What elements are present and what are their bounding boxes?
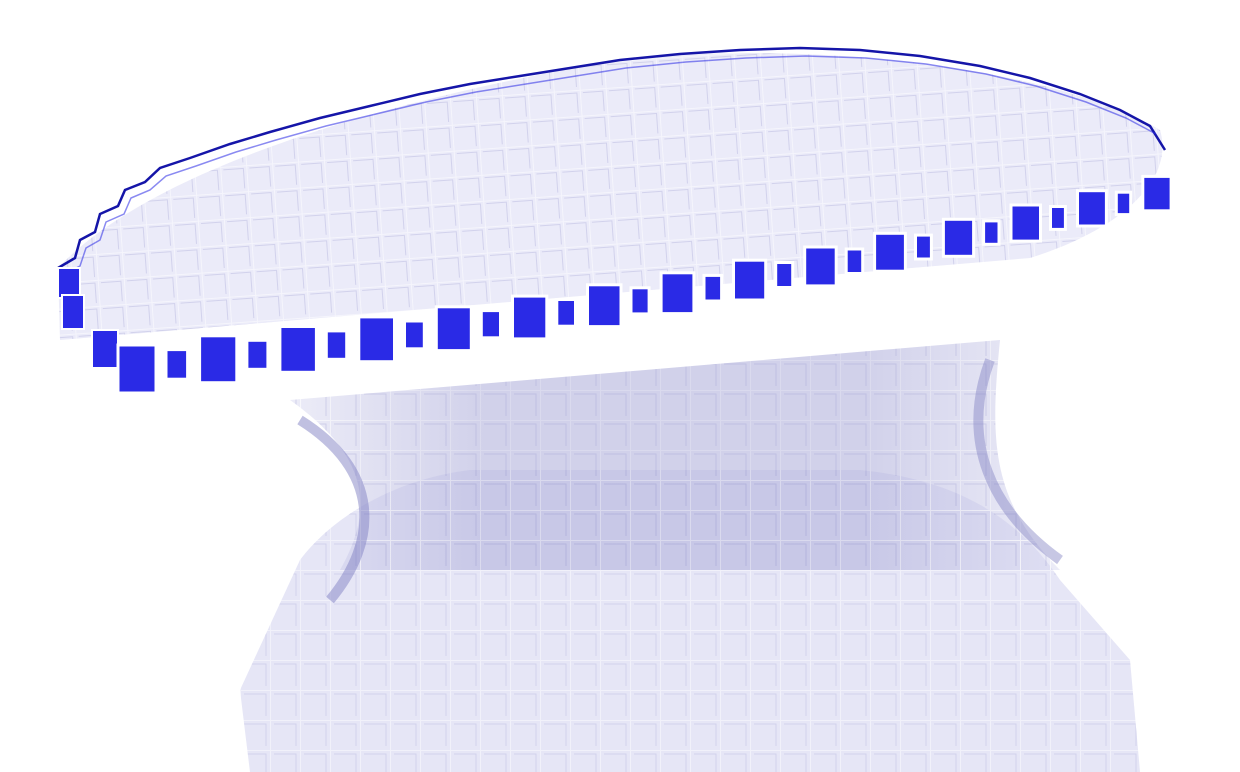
rim-voxel bbox=[774, 261, 795, 289]
rim-voxel bbox=[479, 309, 502, 340]
rim-voxel bbox=[91, 329, 119, 369]
rim-voxel bbox=[434, 305, 473, 353]
rim-voxel bbox=[1049, 205, 1067, 231]
rim-voxel bbox=[116, 343, 158, 395]
rim-voxel bbox=[198, 334, 239, 385]
far-rim-edge bbox=[57, 46, 1167, 276]
rim-voxel bbox=[803, 245, 838, 288]
rim-voxel bbox=[1114, 190, 1133, 217]
rim-voxel bbox=[702, 273, 724, 303]
rim-voxel bbox=[941, 217, 976, 258]
rim-voxel bbox=[659, 271, 696, 316]
front-rim-voxels bbox=[57, 174, 1173, 395]
rim-voxel bbox=[1009, 203, 1042, 243]
rim-voxel bbox=[357, 315, 396, 364]
rim-voxel bbox=[586, 283, 623, 329]
rim-voxel bbox=[1141, 174, 1173, 213]
rim-voxel bbox=[629, 286, 651, 316]
rim-voxel bbox=[324, 329, 349, 361]
rim-voxel bbox=[1076, 189, 1108, 228]
rim-voxel bbox=[245, 338, 270, 371]
rim-voxel bbox=[914, 233, 933, 261]
rim-voxel bbox=[403, 319, 426, 351]
rim-voxel bbox=[732, 258, 768, 302]
rim-voxel bbox=[982, 219, 1001, 246]
rim-voxel bbox=[278, 325, 318, 374]
rim-voxel bbox=[873, 231, 907, 273]
rim-voxel bbox=[61, 294, 85, 330]
rim-voxel bbox=[555, 298, 577, 328]
rim-voxel bbox=[844, 247, 865, 275]
rim-voxel bbox=[164, 348, 190, 381]
rim-voxel bbox=[57, 267, 81, 299]
neck-voxel-body bbox=[290, 340, 1063, 604]
rim-voxel bbox=[511, 294, 549, 341]
